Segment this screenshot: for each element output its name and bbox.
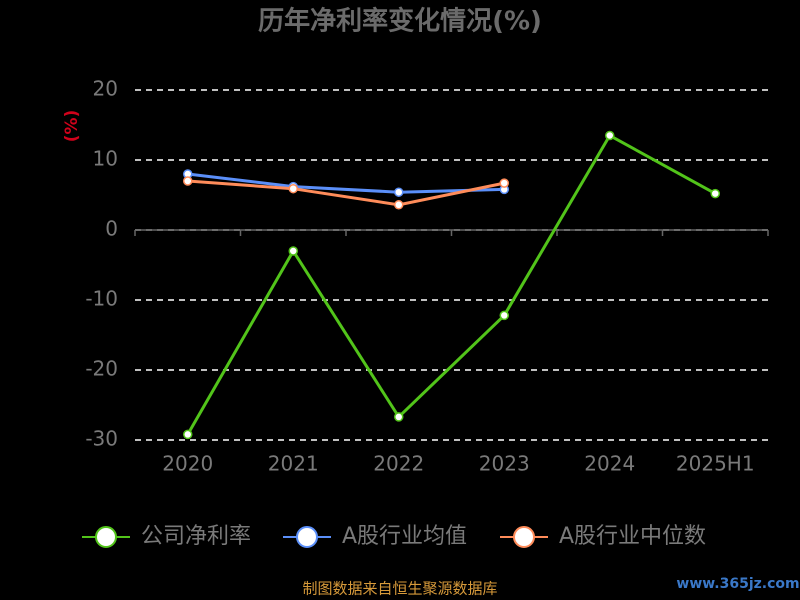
watermark: www.365jz.com (676, 576, 799, 592)
point-marker (288, 246, 298, 256)
y-tick-label: 20 (93, 77, 118, 101)
point-marker (499, 178, 509, 188)
x-tick-label: 2022 (373, 452, 424, 476)
x-tick-label: 2021 (268, 452, 319, 476)
y-tick-label: -30 (85, 427, 118, 451)
point-marker (183, 176, 193, 186)
point-marker (499, 310, 509, 321)
series-line (186, 133, 716, 436)
point-marker (605, 130, 615, 141)
point-marker (710, 188, 720, 199)
y-tick-label: 0 (105, 217, 118, 241)
point-marker (394, 412, 404, 422)
series-line (187, 172, 505, 194)
legend-label: 公司净利率 (141, 524, 251, 549)
y-tick-label: 10 (93, 147, 118, 171)
legend-marker (95, 526, 117, 548)
point-marker (183, 429, 193, 440)
legend-label: A股行业中位数 (559, 524, 706, 549)
point-marker (394, 200, 404, 210)
x-tick-label: 2024 (584, 452, 635, 476)
legend-marker (296, 526, 318, 548)
x-tick-label: 2020 (162, 452, 213, 476)
y-tick-label: -10 (85, 287, 118, 311)
chart-title: 历年净利率变化情况(%) (258, 6, 542, 37)
point-marker (288, 183, 298, 194)
x-tick-label: 2025H1 (676, 452, 755, 476)
point-marker (394, 187, 404, 197)
x-tick-label: 2023 (479, 452, 530, 476)
y-tick-label: -20 (85, 357, 118, 381)
y-axis-label: (%) (62, 110, 82, 143)
source-note: 制图数据来自恒生聚源数据库 (302, 580, 497, 598)
legend-marker (513, 526, 535, 548)
legend-label: A股行业均值 (342, 524, 467, 549)
series-line (187, 179, 505, 207)
